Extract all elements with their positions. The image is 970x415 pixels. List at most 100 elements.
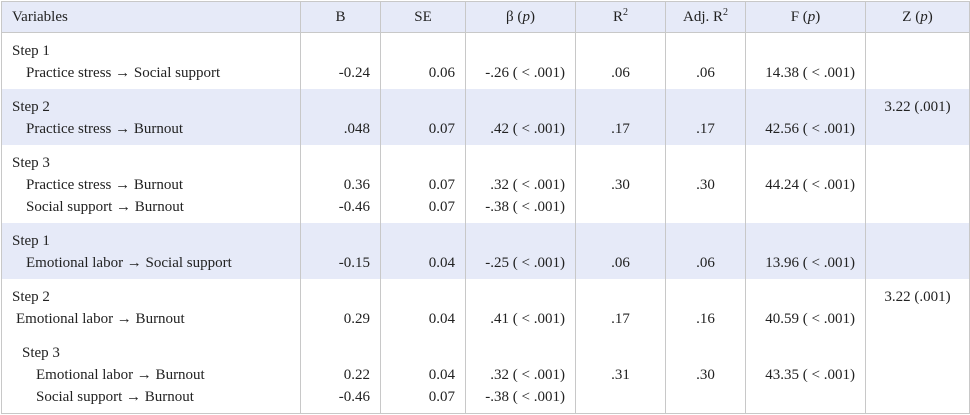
header-italic: p: [522, 9, 530, 25]
cell: [380, 145, 466, 174]
step-row: Step 1: [1, 32, 970, 62]
cell: [745, 196, 866, 223]
header-text: ): [529, 9, 535, 25]
header-italic: p: [807, 9, 816, 25]
cell: [745, 32, 866, 62]
path-label: Social support → Burnout: [1, 196, 301, 223]
cell: 0.04: [380, 308, 466, 335]
header-cell: Adj. R2: [665, 1, 746, 33]
header-text: β (: [506, 9, 523, 25]
header-cell: β (p): [465, 1, 576, 33]
cell: [380, 32, 466, 62]
step-group: Step 3 Emotional labor → Burnout 0.22 0.04.…: [1, 335, 970, 414]
cell: 14.38 ( < .001): [745, 62, 866, 89]
step-group: Step 2 3.22 (.001) Emotional labor → Burno…: [1, 279, 970, 335]
step-group: Step 1 Emotional labor → Social support -0…: [1, 223, 970, 279]
step-group: Step 2 3.22 (.001) Practice stress → Burno…: [1, 89, 970, 145]
cell: [745, 89, 866, 118]
cell: [665, 223, 746, 252]
path-label: Practice stress → Burnout: [1, 118, 301, 145]
cell: 42.56 ( < .001): [745, 118, 866, 145]
step-row: Step 3: [1, 335, 970, 364]
header-text: R: [612, 9, 623, 25]
cell: [465, 223, 576, 252]
cell: 0.07: [380, 386, 466, 414]
header-text: Adj. R: [682, 9, 723, 25]
cell: 0.29: [300, 308, 381, 335]
cell: .06: [575, 62, 666, 89]
cell: .06: [665, 252, 746, 279]
cell: 0.07: [380, 174, 466, 196]
data-row: Emotional labor → Burnout 0.29 0.04.41 ( <…: [1, 308, 970, 335]
cell: [300, 335, 381, 364]
cell: [465, 145, 576, 174]
cell: [575, 279, 666, 308]
cell: [665, 145, 746, 174]
cell: [465, 335, 576, 364]
cell: 43.35 ( < .001): [745, 364, 866, 386]
cell: [865, 308, 970, 335]
step-row: Step 2 3.22 (.001): [1, 279, 970, 308]
cell: [865, 252, 970, 279]
path-label: Emotional labor → Social support: [1, 252, 301, 279]
cell: 0.04: [380, 252, 466, 279]
path-label: Emotional labor → Burnout: [1, 308, 301, 335]
cell: [865, 62, 970, 89]
cell: -.26 ( < .001): [465, 62, 576, 89]
cell: [575, 89, 666, 118]
cell: 0.22: [300, 364, 381, 386]
header-sup: 2: [723, 7, 728, 18]
header-text: F (: [790, 9, 808, 25]
step-label: Step 3: [1, 335, 301, 364]
cell: .30: [665, 364, 746, 386]
cell: [665, 89, 746, 118]
path-label: Practice stress → Burnout: [1, 174, 301, 196]
cell: [665, 335, 746, 364]
cell: [665, 279, 746, 308]
step-row: Step 1: [1, 223, 970, 252]
header-cell: F (p): [745, 1, 866, 33]
cell: .42 ( < .001): [465, 118, 576, 145]
cell: [865, 32, 970, 62]
cell: [865, 145, 970, 174]
path-label: Emotional labor → Burnout: [1, 364, 301, 386]
cell: [865, 335, 970, 364]
cell: -0.46: [300, 386, 381, 414]
cell: 0.06: [380, 62, 466, 89]
cell: [665, 32, 746, 62]
data-row: Emotional labor → Social support -0.15 0.0…: [1, 252, 970, 279]
cell: -.38 ( < .001): [465, 386, 576, 414]
header-text: ): [815, 9, 821, 25]
step-label: Step 1: [1, 32, 301, 62]
cell: [665, 196, 746, 223]
header-sup: 2: [623, 7, 628, 18]
cell: [300, 145, 381, 174]
cell: -.38 ( < .001): [465, 196, 576, 223]
header-cell: B: [300, 1, 381, 33]
cell: .30: [575, 174, 666, 196]
cell: [865, 223, 970, 252]
data-row: Emotional labor → Burnout 0.22 0.04.32 ( <…: [1, 364, 970, 386]
cell: .17: [575, 118, 666, 145]
header-cell: R2: [575, 1, 666, 33]
cell: .31: [575, 364, 666, 386]
cell: 13.96 ( < .001): [745, 252, 866, 279]
cell: -0.24: [300, 62, 381, 89]
header-cell: Z (p): [865, 1, 970, 33]
cell: [380, 335, 466, 364]
header-italic: p: [920, 9, 928, 25]
cell: -.25 ( < .001): [465, 252, 576, 279]
cell: .32 ( < .001): [465, 364, 576, 386]
cell: .16: [665, 308, 746, 335]
cell: [865, 196, 970, 223]
cell: 40.59 ( < .001): [745, 308, 866, 335]
step-group: Step 1 Practice stress → Social support -0…: [1, 32, 970, 89]
cell: .06: [665, 62, 746, 89]
cell: [865, 118, 970, 145]
cell: [575, 196, 666, 223]
header-text: Z (: [902, 9, 921, 25]
cell: [665, 386, 746, 414]
step-row: Step 2 3.22 (.001): [1, 89, 970, 118]
step-label: Step 3: [1, 145, 301, 174]
